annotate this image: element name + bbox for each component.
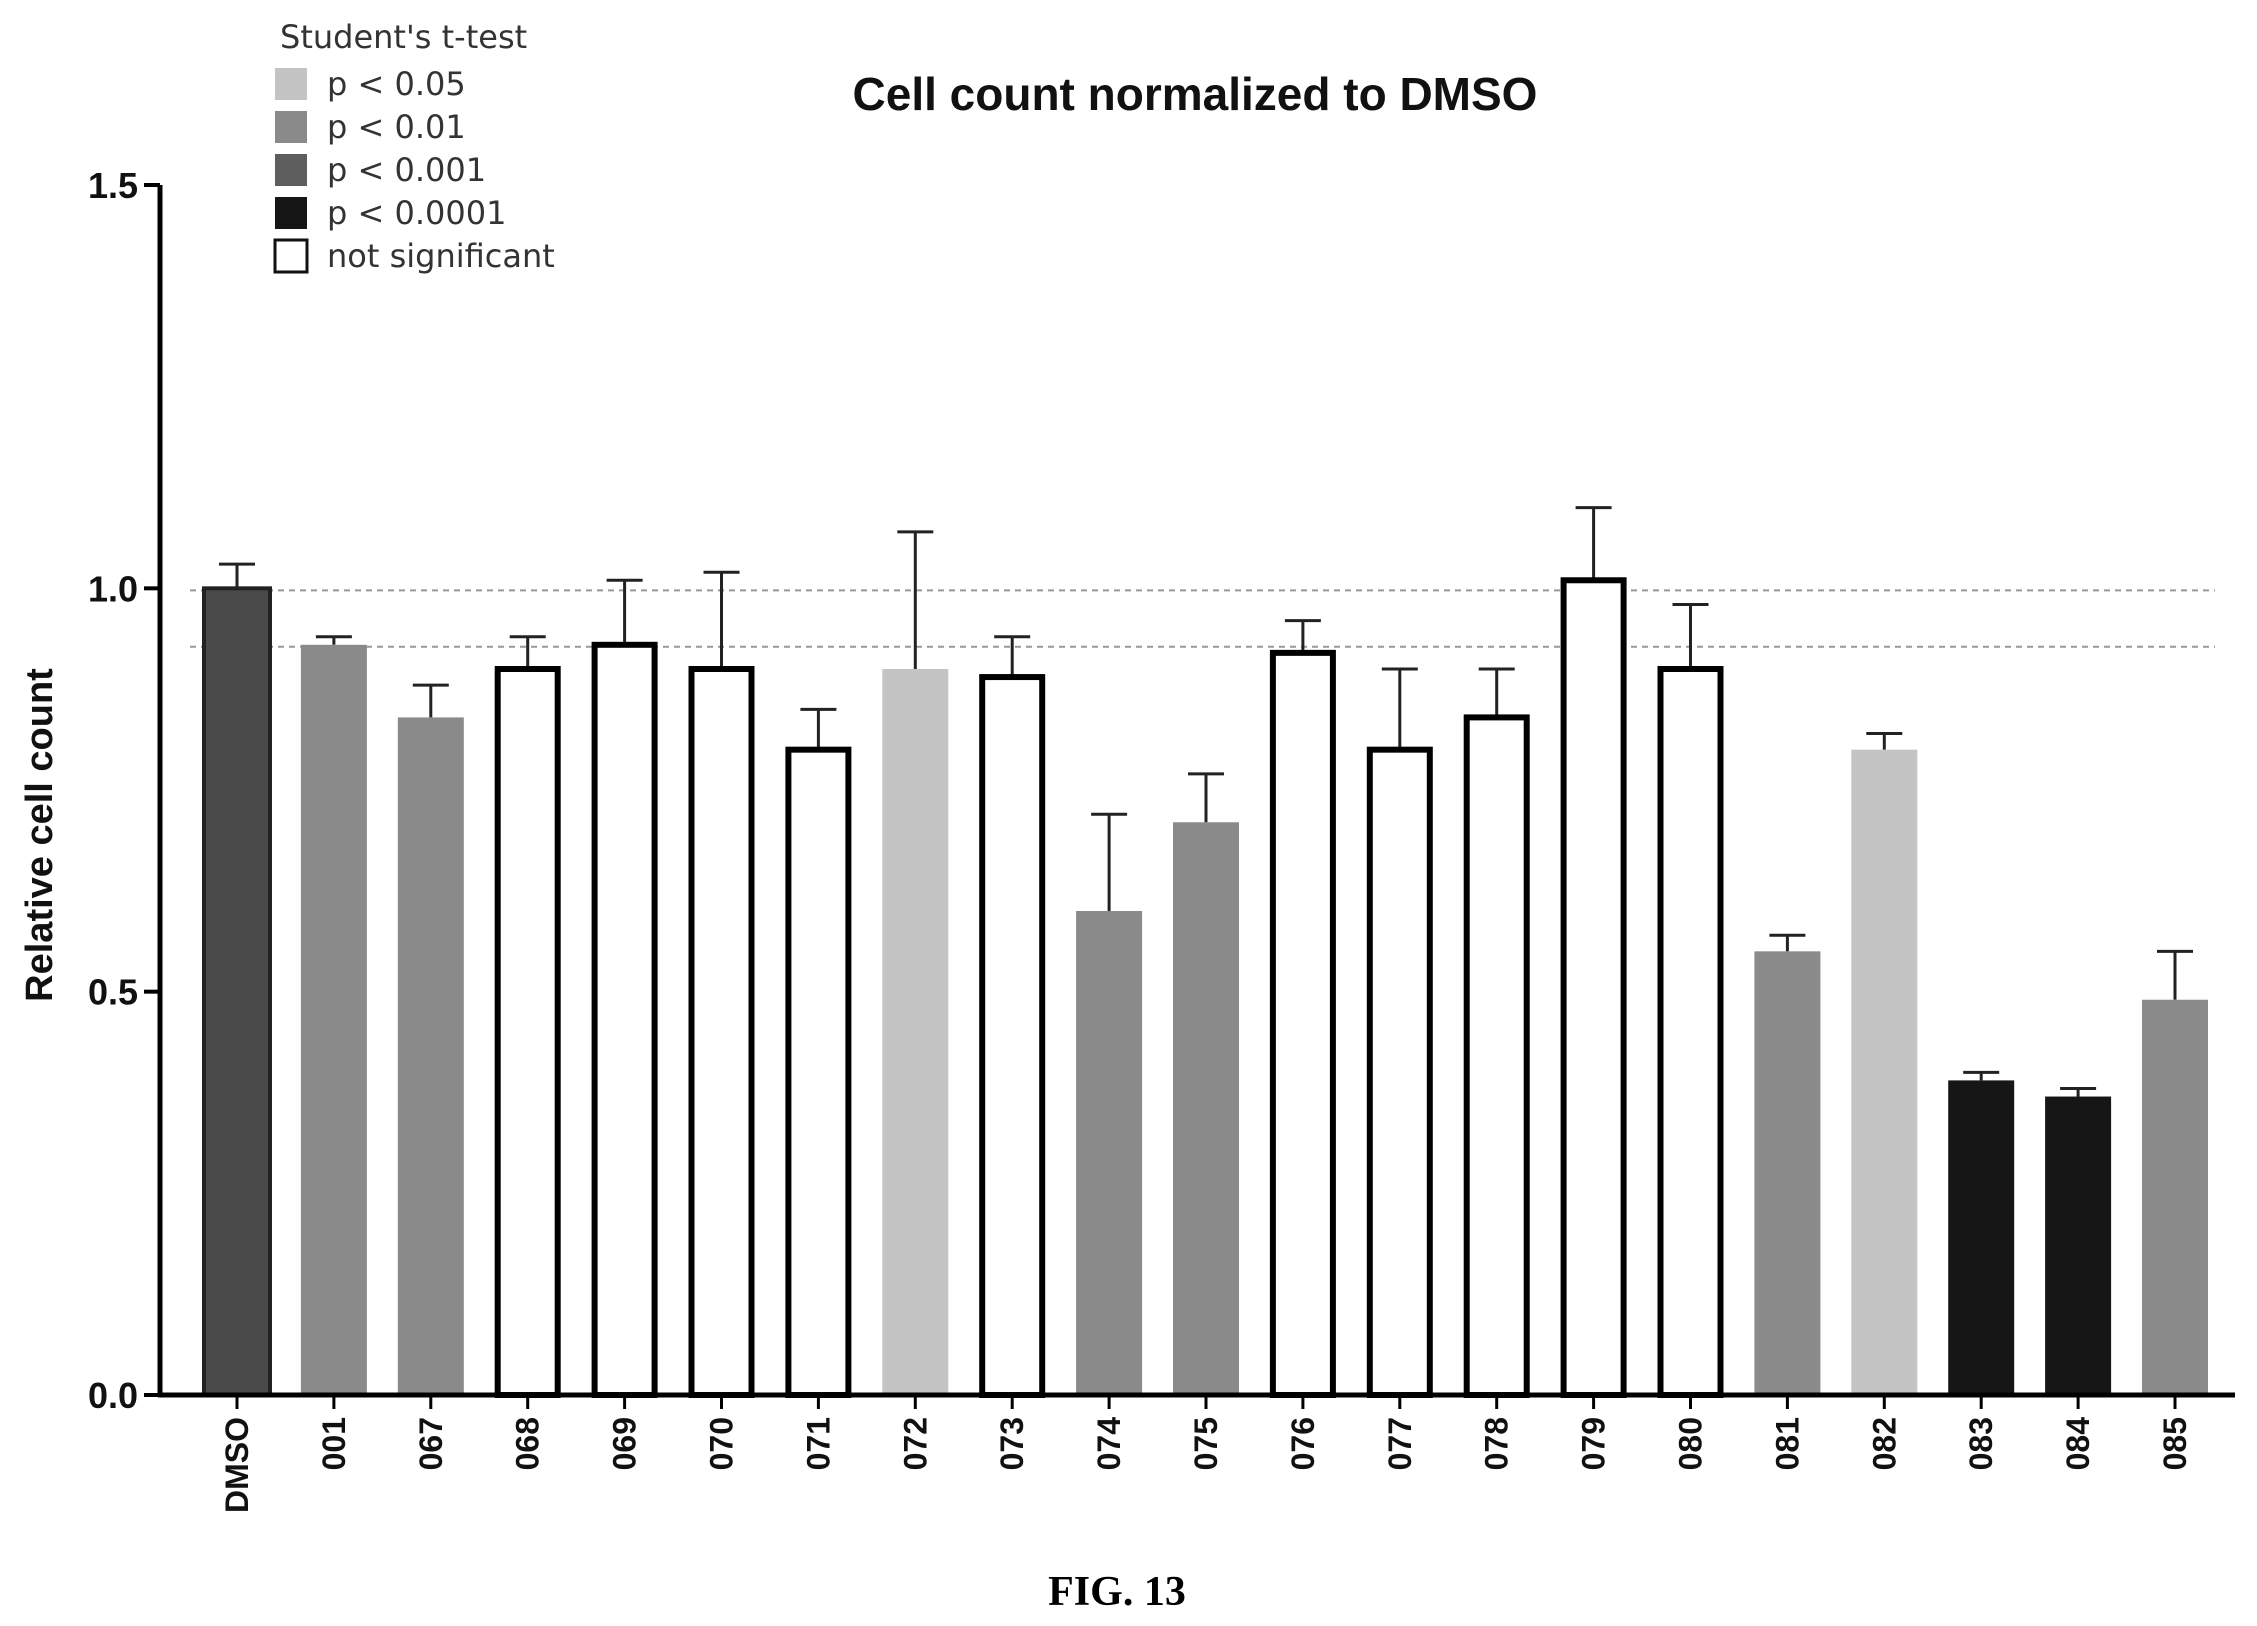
y-tick-label: 0.5 (88, 972, 138, 1013)
legend-swatch (275, 111, 307, 143)
chart-title: Cell count normalized to DMSO (853, 68, 1538, 120)
bar (1851, 749, 1918, 1395)
legend-label: p < 0.01 (327, 108, 466, 146)
x-tick-label: 072 (897, 1417, 933, 1470)
bar (1269, 649, 1336, 1398)
x-tick-label: 069 (607, 1417, 643, 1470)
bar (300, 644, 367, 1395)
x-tick-label: 068 (510, 1417, 546, 1470)
bar (1173, 822, 1239, 1395)
legend-label: p < 0.0001 (327, 194, 506, 232)
bar (2045, 1096, 2112, 1395)
x-tick-label: 079 (1576, 1417, 1612, 1470)
legend-label: p < 0.001 (327, 151, 486, 189)
bar (1463, 714, 1530, 1398)
y-tick-label: 1.5 (88, 165, 138, 206)
figure-caption: FIG. 13 (1048, 1569, 1186, 1615)
x-tick-label: 073 (994, 1417, 1030, 1470)
bar (1754, 951, 1821, 1395)
x-tick-label: 076 (1285, 1417, 1321, 1470)
x-tick-label: 071 (800, 1417, 836, 1470)
x-tick-label: 084 (2060, 1417, 2096, 1471)
x-tick-label: 074 (1091, 1417, 1127, 1471)
bar (1657, 666, 1724, 1398)
x-tick-label: 078 (1479, 1417, 1515, 1470)
legend: Student's t-test p < 0.05 p < 0.01 p < 0.0… (273, 18, 555, 275)
x-tick-label: DMSO (219, 1417, 255, 1513)
x-tick-label: 001 (316, 1417, 352, 1470)
legend-swatch (273, 238, 309, 274)
x-tick-label: 080 (1673, 1417, 1709, 1470)
x-tick-label: 075 (1188, 1417, 1224, 1470)
bar (591, 641, 658, 1398)
x-tick-label: 083 (1963, 1417, 1999, 1470)
bar (688, 666, 755, 1398)
bar (1076, 911, 1143, 1395)
y-tick-label: 0.0 (88, 1375, 138, 1416)
bar (494, 666, 561, 1398)
x-tick-label: 067 (413, 1417, 449, 1470)
legend-swatch (275, 197, 307, 229)
bar (1948, 1080, 2015, 1395)
legend-swatch (275, 154, 307, 186)
legend-title: Student's t-test (280, 18, 527, 56)
bar (882, 669, 949, 1395)
bar (397, 717, 464, 1395)
legend-swatch (275, 68, 307, 100)
x-tick-label: 077 (1382, 1417, 1418, 1470)
bar (2142, 999, 2208, 1395)
legend-label: p < 0.05 (327, 65, 466, 103)
bar (1366, 746, 1433, 1398)
bar (785, 746, 852, 1398)
bar (202, 586, 272, 1397)
legend-label: not significant (327, 237, 555, 275)
x-tick-label: 070 (704, 1417, 740, 1470)
y-tick-label: 1.0 (88, 568, 138, 609)
x-tick-label: 082 (1866, 1417, 1902, 1470)
x-tick-label: 085 (2157, 1417, 2193, 1470)
bar (979, 674, 1046, 1398)
bar (1560, 577, 1627, 1398)
x-tick-label: 081 (1769, 1417, 1805, 1470)
y-axis-label: Relative cell count (19, 668, 61, 1002)
